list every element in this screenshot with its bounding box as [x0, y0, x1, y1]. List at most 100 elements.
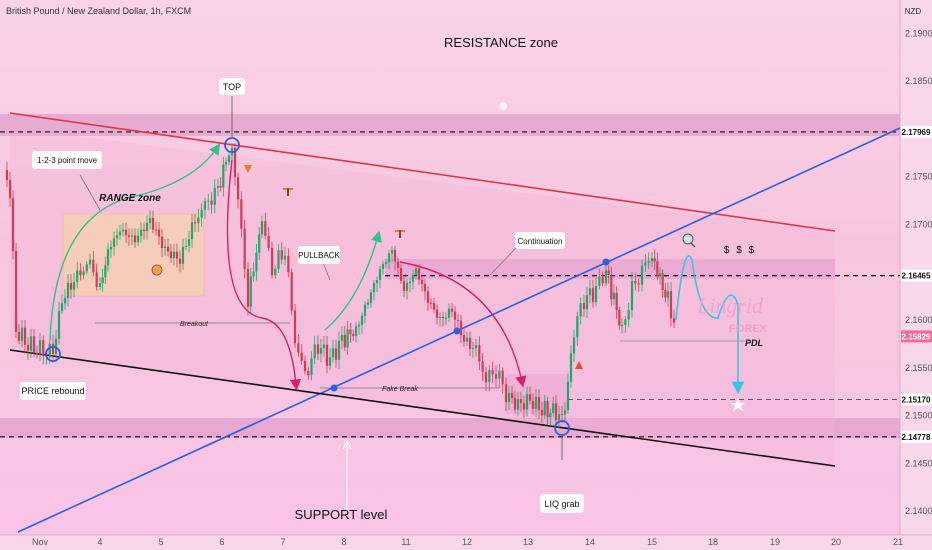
candle-body: [357, 324, 361, 327]
candle-body: [101, 277, 104, 284]
candle-body: [121, 229, 125, 232]
candle-body: [552, 403, 555, 413]
x-tick-label: 12: [462, 537, 472, 547]
dot-continuation[interactable]: [453, 327, 461, 335]
candle-body: [560, 414, 564, 416]
candle-body: [669, 291, 673, 319]
candle-body: [328, 357, 332, 366]
y-tick-label: 2.15500: [905, 363, 932, 373]
pdh-zone-band: [385, 259, 835, 279]
x-tick-label: 6: [219, 537, 224, 547]
candle-body: [106, 249, 110, 266]
candle-body: [222, 164, 225, 188]
candle-body: [420, 279, 424, 284]
candle-body: [98, 283, 102, 288]
snail-icon: [151, 264, 163, 276]
candle-body: [8, 180, 12, 199]
candle-body: [591, 288, 595, 303]
x-tick-label: 20: [831, 537, 841, 547]
candle-body: [227, 155, 231, 163]
candle-body: [435, 309, 439, 318]
candle-body: [178, 258, 182, 264]
candle-body: [579, 303, 582, 317]
candle-body: [349, 329, 352, 335]
candle-body: [14, 250, 18, 332]
y-tick-label: 2.17500: [905, 172, 932, 182]
candle-body: [337, 340, 341, 360]
candle-body: [453, 311, 457, 320]
candle-body: [197, 217, 200, 224]
y-tick-label: 2.14000: [905, 506, 932, 516]
x-tick-label: 15: [647, 537, 657, 547]
currency-label: NZD: [905, 7, 922, 16]
candle-body: [240, 199, 243, 229]
candle-body: [109, 246, 113, 250]
move-label-box: [32, 151, 102, 169]
liq-circle[interactable]: [554, 420, 570, 436]
candle-body: [290, 272, 293, 311]
candle-body: [488, 369, 491, 383]
candle-body: [594, 285, 598, 303]
candles: [5, 143, 676, 429]
candle-body: [569, 353, 573, 382]
candle-body: [450, 308, 454, 312]
candle-body: [243, 228, 246, 270]
price-axis: 2.19000 2.18500 2.17500 2.17000 2.16000 2.155…: [905, 28, 932, 516]
price-tag-label-target: 2.15170: [902, 395, 931, 404]
candle-body: [540, 409, 544, 416]
candle-body: [456, 319, 460, 321]
candle-body: [519, 399, 523, 404]
move-leader: [79, 174, 101, 211]
y-tick-label: 2.19000: [905, 28, 932, 38]
candle-body: [447, 308, 451, 318]
candle-body: [207, 200, 210, 202]
candle-body: [528, 394, 532, 401]
candle-body: [650, 258, 654, 262]
candle-body: [576, 316, 579, 338]
candle-body: [160, 236, 164, 249]
candle-body: [507, 392, 511, 403]
candle-body: [363, 304, 367, 316]
candle-body: [598, 277, 601, 286]
candle-body: [267, 235, 270, 248]
candle-body: [190, 222, 194, 240]
candle-body: [607, 270, 610, 275]
candle-body: [618, 309, 621, 326]
price-tag-label-resistance: 2.17969: [902, 128, 931, 137]
candle-body: [136, 235, 140, 243]
candle-body: [640, 265, 644, 285]
arrow-down-1: [226, 159, 302, 391]
move-label: 1-2-3 point move: [37, 156, 98, 165]
candle-body: [69, 283, 73, 290]
candle-body: [664, 290, 667, 298]
candle-body: [246, 269, 250, 307]
candle-body: [543, 400, 546, 416]
candle-body: [115, 235, 119, 239]
candle-body: [148, 218, 152, 223]
candle-body: [402, 280, 406, 291]
candle-body: [325, 344, 329, 366]
candle-body: [491, 369, 494, 375]
candle-body: [29, 336, 33, 351]
time-axis: Nov 4 5 6 7 8 11 12 13 14 15 18 19 20 21: [32, 537, 903, 547]
dot-pdh[interactable]: [602, 258, 610, 266]
candle-body: [66, 283, 70, 299]
rebound-circle[interactable]: [45, 346, 61, 362]
candle-body: [249, 276, 252, 307]
search-icon: [682, 233, 694, 245]
candle-body: [582, 303, 586, 310]
candle-body: [644, 262, 647, 266]
candle-body: [60, 303, 64, 311]
candle-body: [346, 329, 349, 348]
y-tick-label: 2.15000: [905, 411, 932, 421]
candle-body: [375, 280, 379, 283]
candle-body: [154, 229, 158, 231]
dot-fake-break[interactable]: [330, 384, 338, 392]
candle-body: [200, 209, 203, 218]
candle-body: [85, 264, 88, 272]
level-lines: [0, 131, 900, 438]
candle-body: [661, 273, 664, 291]
candle-body: [501, 370, 504, 385]
candle-body: [63, 298, 67, 304]
candle-body: [216, 186, 220, 188]
